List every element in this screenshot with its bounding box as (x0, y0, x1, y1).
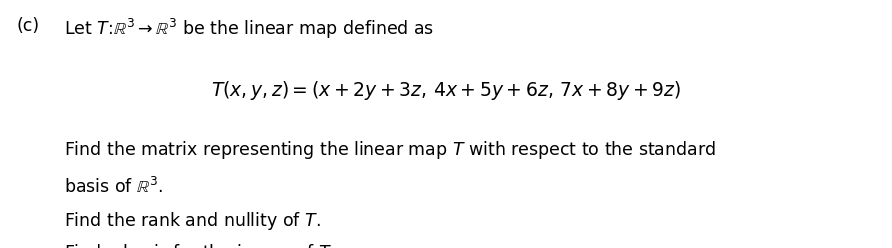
Text: (c): (c) (16, 17, 39, 35)
Text: basis of $\mathbb{R}^3$.: basis of $\mathbb{R}^3$. (64, 177, 163, 197)
Text: Let $T\colon \mathbb{R}^3 \rightarrow \mathbb{R}^3$ be the linear map defined as: Let $T\colon \mathbb{R}^3 \rightarrow \m… (64, 17, 434, 41)
Text: $T(x, y, z) = (x + 2y + 3z,\, 4x + 5y + 6z,\, 7x + 8y + 9z)$: $T(x, y, z) = (x + 2y + 3z,\, 4x + 5y + … (211, 79, 681, 102)
Text: Find the matrix representing the linear map $T$ with respect to the standard: Find the matrix representing the linear … (64, 139, 716, 161)
Text: Find the rank and nullity of $T$.: Find the rank and nullity of $T$. (64, 210, 321, 232)
Text: Find a basis for the image of $T$.: Find a basis for the image of $T$. (64, 242, 334, 248)
